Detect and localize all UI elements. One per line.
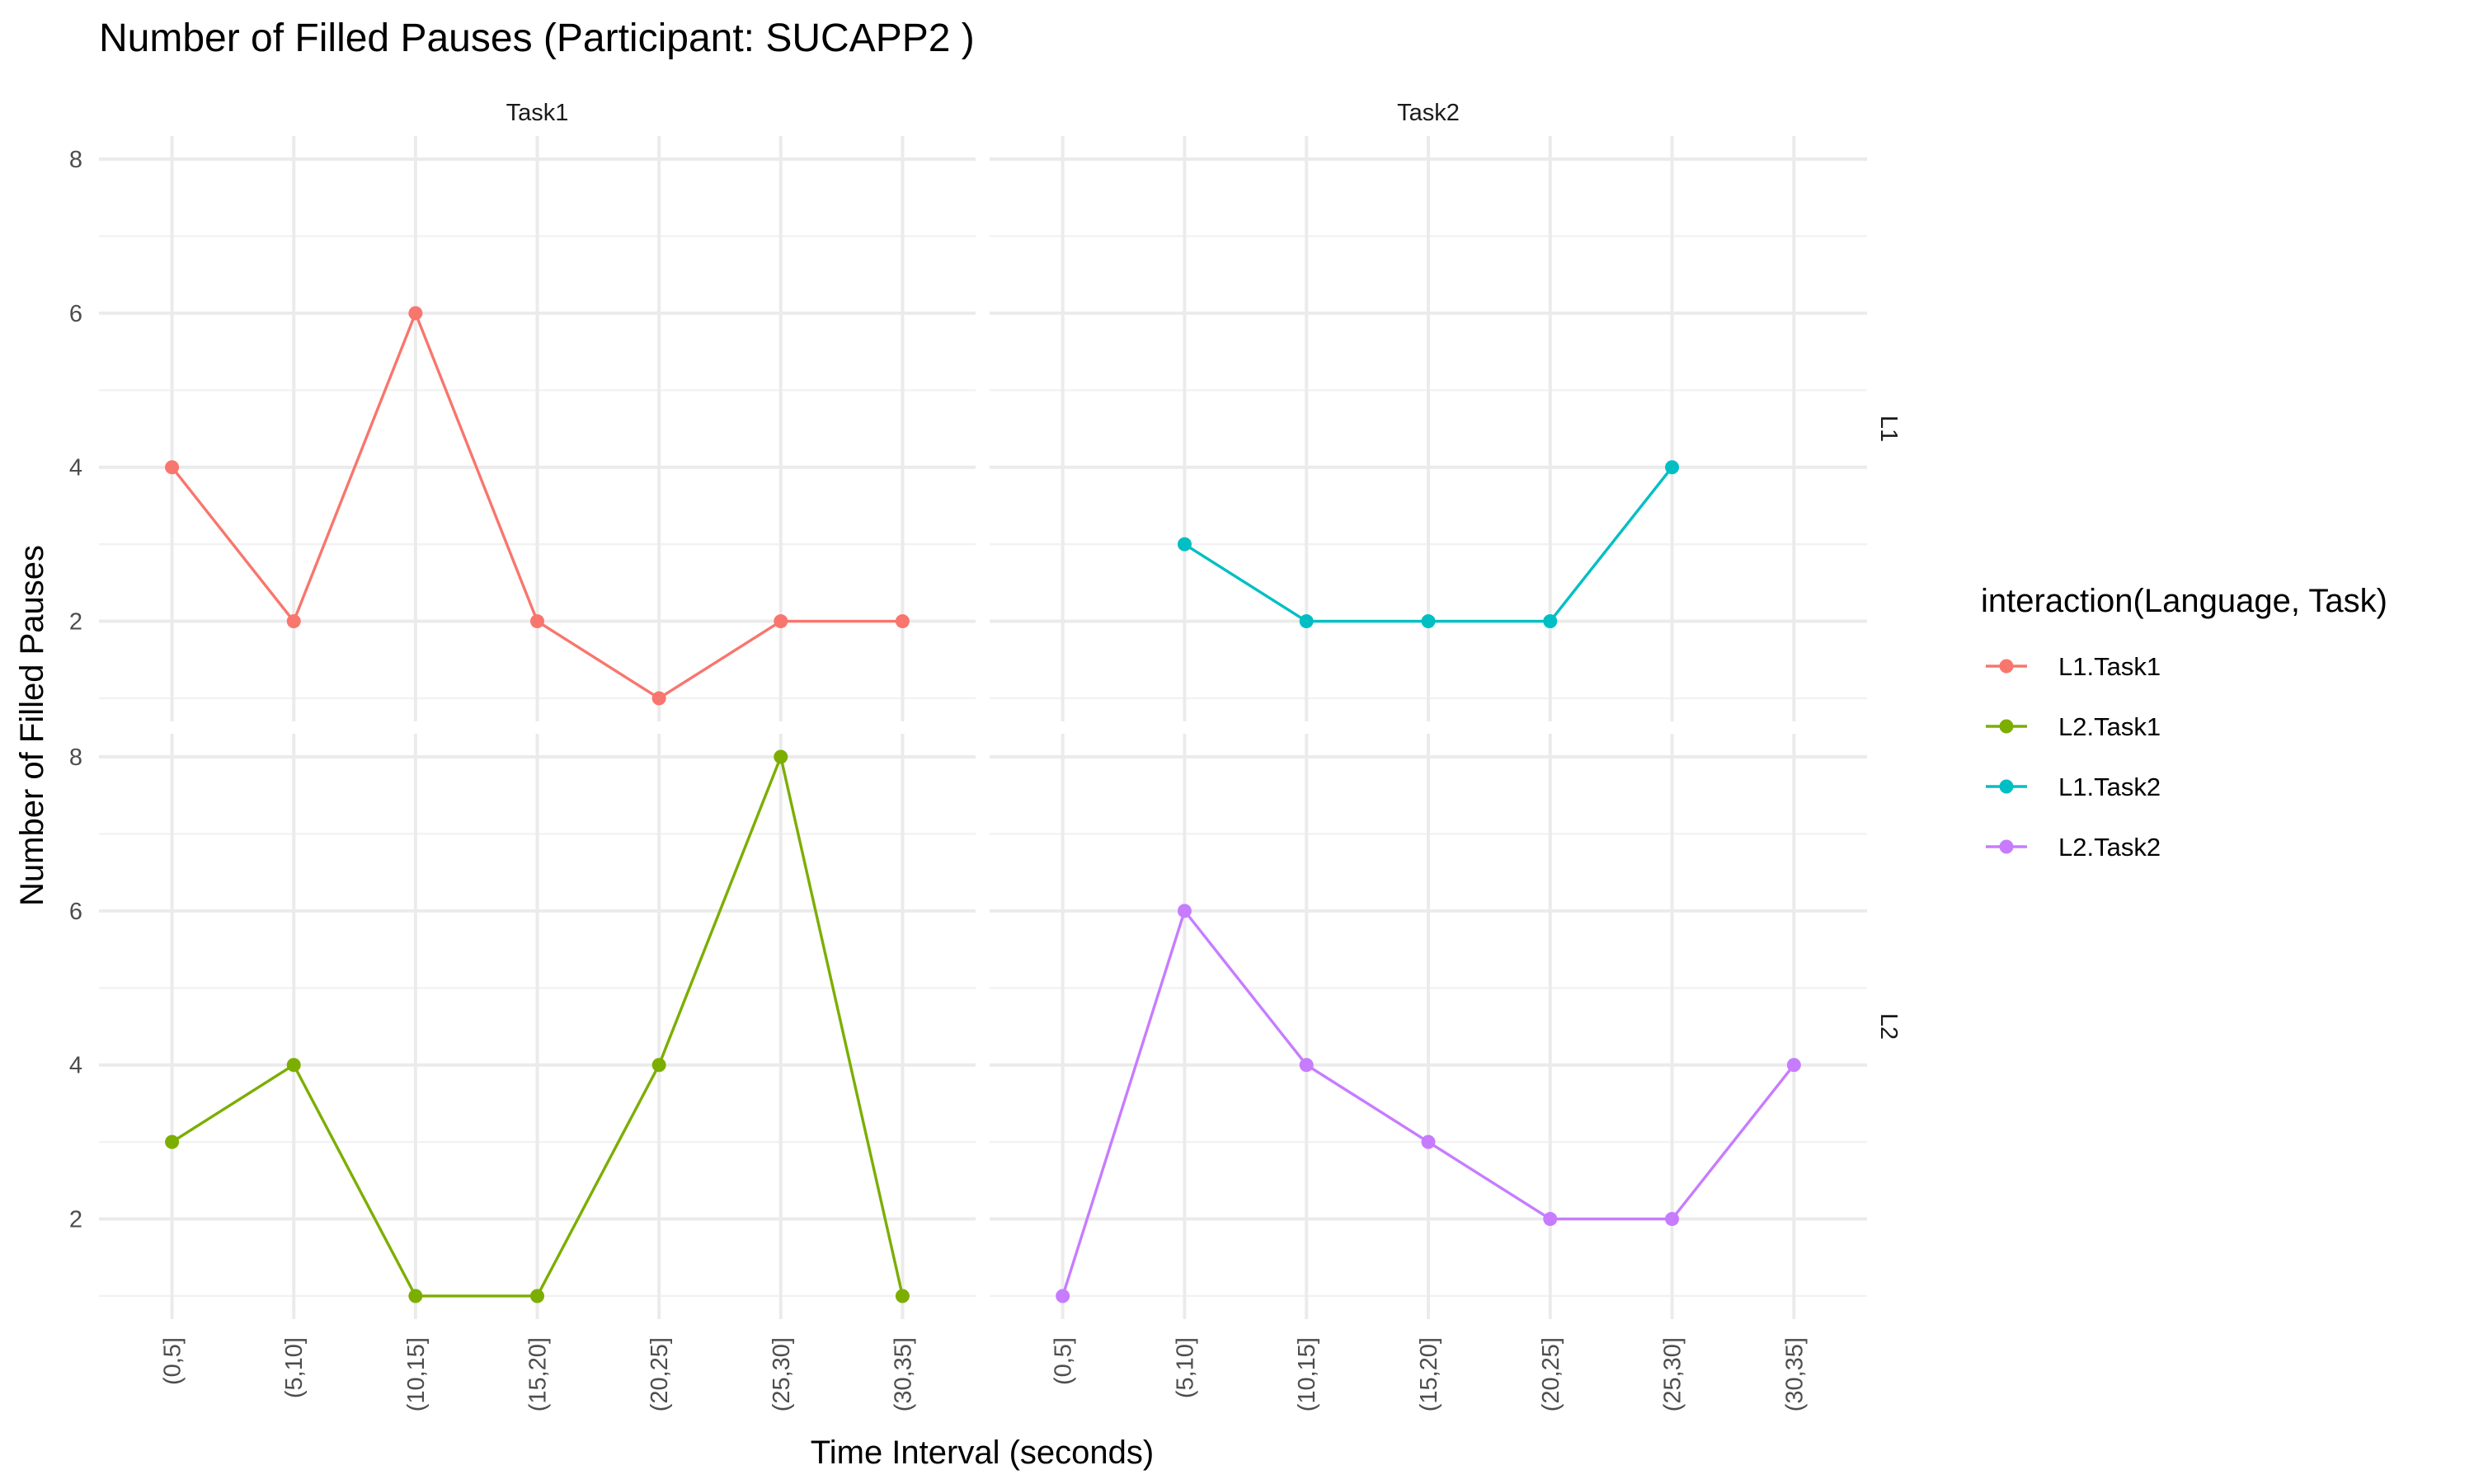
data-point [165,460,180,475]
data-point [1665,1212,1680,1227]
facet-panels [99,136,1867,1319]
data-point [1299,614,1314,629]
legend-key-point [1999,659,2014,674]
data-point [774,749,788,764]
y-tick-label: 6 [69,899,82,925]
x-tick-label: (30,35] [890,1337,916,1411]
series-L1.Task1 [165,306,910,706]
data-point [530,614,544,629]
series-L1.Task2 [1177,460,1680,629]
series-L2.Task1 [165,749,910,1303]
x-tick-label: (15,20] [525,1337,552,1411]
x-axis-title: Time Interval (seconds) [811,1435,1154,1471]
x-tick-label: (5,10] [1172,1337,1198,1398]
panel-grid-L2-Task1 [99,734,976,1319]
data-point [895,1289,910,1303]
x-tick-label: (30,35] [1781,1337,1808,1411]
x-tick-label: (25,30] [1660,1337,1686,1411]
y-axis-title: Number of Filled Pauses [14,545,50,906]
legend-label: L2.Task2 [2058,833,2161,862]
series-L2.Task2 [1056,904,1801,1303]
data-point [408,306,423,321]
data-point [1421,1134,1436,1149]
facet-strip-L1: L1 [1875,416,1902,442]
data-point [1056,1289,1070,1303]
facet-strip-L2: L2 [1875,1013,1902,1040]
legend-item-L1.Task2: L1.Task2 [1986,773,2161,801]
x-tick-label: (10,15] [403,1337,430,1411]
y-tick-label: 4 [69,455,82,481]
legend-key-point [1999,839,2014,854]
x-tick-label: (0,5] [1051,1337,1077,1385]
axis-ticks: 2 4 6 8 2 4 6 8 (0,5] (5,10] (10,15] (15,20] (20,25]… [69,147,1808,1411]
x-tick-label: (20,25] [647,1337,673,1411]
data-point [286,1058,301,1073]
legend-item-L2.Task2: L2.Task2 [1986,833,2161,862]
x-tick-label: (25,30] [769,1337,795,1411]
data-point [651,1058,666,1073]
x-tick-label: (20,25] [1538,1337,1564,1411]
data-point [774,614,788,629]
y-tick-label: 2 [69,1207,82,1233]
data-point [1543,1212,1558,1227]
legend-item-L1.Task1: L1.Task1 [1986,652,2161,681]
data-point [530,1289,544,1303]
data-point [1543,614,1558,629]
y-tick-label: 6 [69,301,82,327]
y-tick-label: 8 [69,147,82,173]
data-point [165,1134,180,1149]
x-tick-label: (15,20] [1416,1337,1442,1411]
panel-grid-L1-Task2 [990,136,1867,721]
data-point [1421,614,1436,629]
facet-strips: Task1 Task2 L1 L2 [506,100,1902,1040]
data-point [895,614,910,629]
data-point [1177,537,1192,552]
y-tick-label: 4 [69,1053,82,1079]
data-point [408,1289,423,1303]
legend: interaction(Language, Task) L1.Task1 L2.T… [1981,583,2387,862]
x-tick-label: (0,5] [160,1337,186,1385]
legend-title: interaction(Language, Task) [1981,583,2387,619]
legend-key-point [1999,719,2014,734]
legend-label: L2.Task1 [2058,712,2161,741]
data-point [1299,1058,1314,1073]
y-tick-label: 8 [69,744,82,771]
facet-strip-Task1: Task1 [506,100,569,126]
legend-item-L2.Task1: L2.Task1 [1986,712,2161,741]
x-tick-label: (5,10] [281,1337,308,1398]
data-point [286,614,301,629]
y-tick-label: 2 [69,609,82,636]
data-point [1177,904,1192,918]
data-point [651,691,666,706]
data-point [1665,460,1680,475]
facet-strip-Task2: Task2 [1397,100,1460,126]
legend-label: L1.Task1 [2058,652,2161,681]
legend-label: L1.Task2 [2058,773,2161,801]
data-point [1786,1058,1801,1073]
panel-grid-L1-Task1 [99,136,976,721]
chart-title: Number of Filled Pauses (Participant: SU… [99,16,975,60]
x-tick-label: (10,15] [1294,1337,1320,1411]
legend-key-point [1999,779,2014,794]
panel-grid-L2-Task2 [990,734,1867,1319]
